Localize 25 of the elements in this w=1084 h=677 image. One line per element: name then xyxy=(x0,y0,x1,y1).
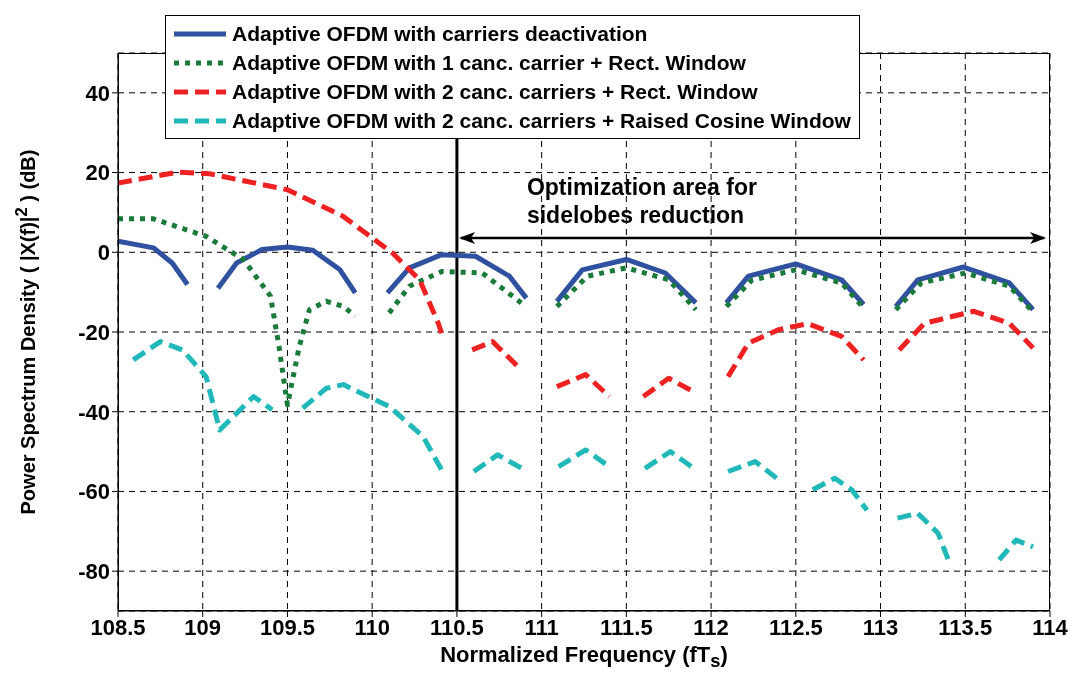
x-tick-label: 110.5 xyxy=(429,614,484,640)
x-tick-label: 113.5 xyxy=(938,614,993,640)
y-tick-label: -40 xyxy=(78,399,110,425)
x-tick-label: 109 xyxy=(184,614,222,640)
legend-label: Adaptive OFDM with 2 canc. carriers + Rect. Window xyxy=(232,79,758,105)
y-tick-label: 40 xyxy=(85,80,110,106)
legend-label: Adaptive OFDM with 1 canc. carrier + Rect. Window xyxy=(232,50,746,76)
x-tick-label: 114 xyxy=(1032,614,1069,640)
y-tick-label: 0 xyxy=(97,240,110,266)
x-tick-label: 111 xyxy=(524,614,559,640)
legend-label: Adaptive OFDM with carriers deactivation xyxy=(232,21,648,47)
legend-label: Adaptive OFDM with 2 canc. carriers + Raised Cosine Window xyxy=(232,108,851,134)
x-tick-label: 112 xyxy=(693,614,729,640)
x-tick-label: 112.5 xyxy=(768,614,823,640)
y-tick-label: -80 xyxy=(78,558,110,584)
x-tick-label: 111.5 xyxy=(600,614,653,640)
x-tick-label: 110 xyxy=(354,614,390,640)
y-tick-label: -20 xyxy=(78,319,110,345)
y-tick-label: 20 xyxy=(85,160,110,186)
annotation: Optimization area for sidelobes reduction xyxy=(526,173,757,229)
x-axis-title: Normalized Frequency (fT$_{s}$) xyxy=(439,642,729,673)
x-tick-label: 108.5 xyxy=(90,614,146,640)
x-tick-label: 113 xyxy=(862,614,899,640)
y-tick-label: -60 xyxy=(78,479,110,505)
x-tick-label: 109.5 xyxy=(259,614,315,640)
